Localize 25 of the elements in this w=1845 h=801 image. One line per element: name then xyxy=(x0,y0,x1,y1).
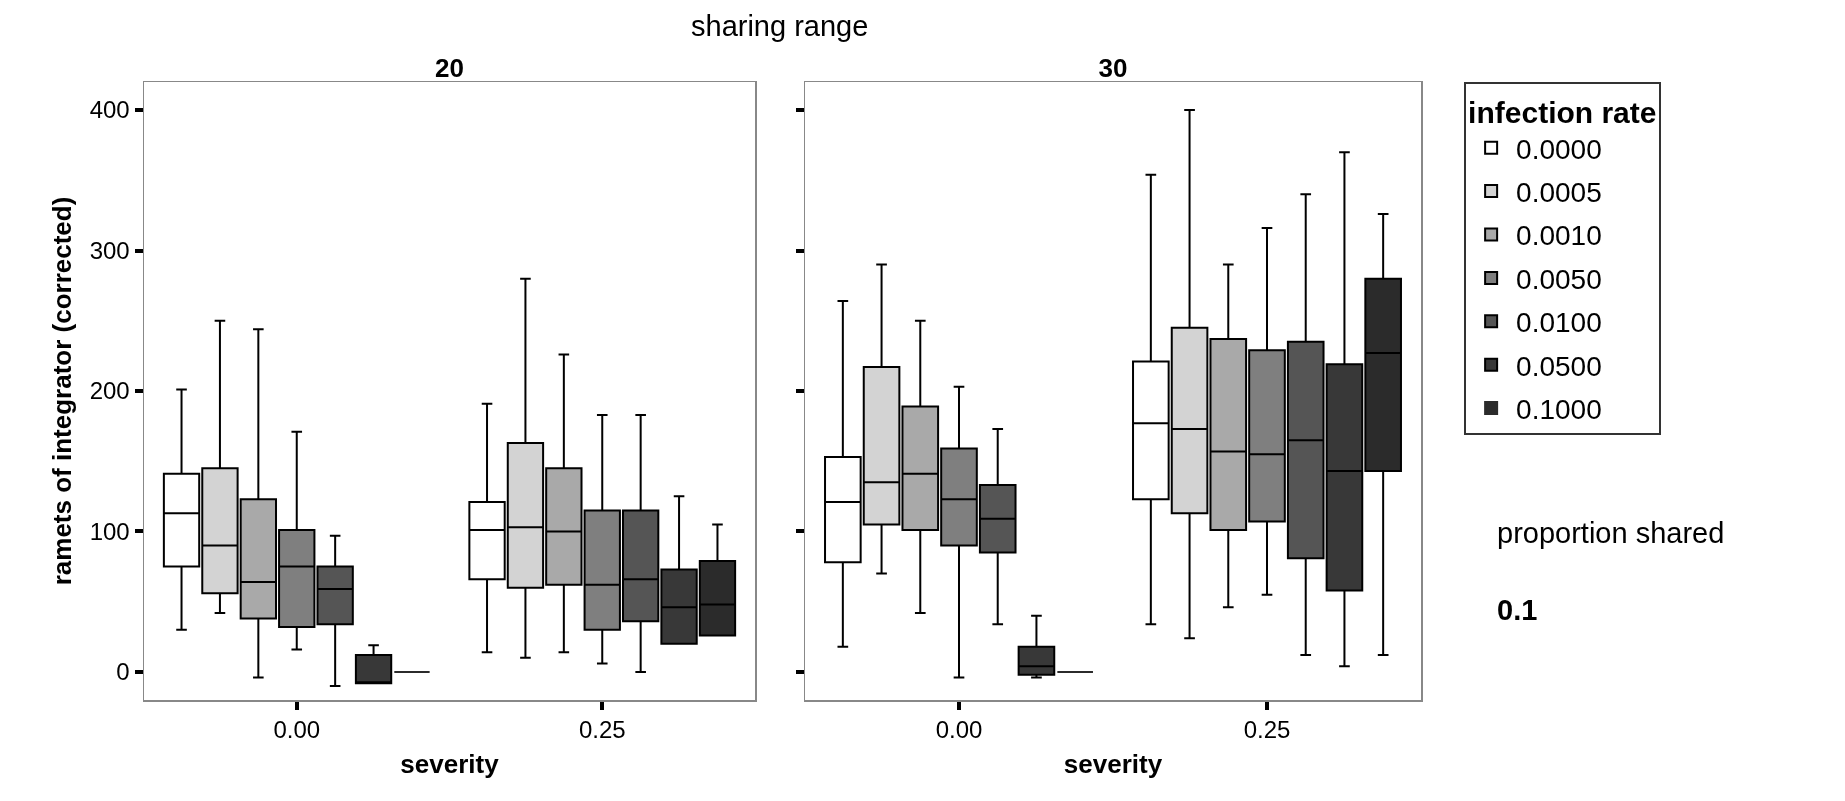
y-tick-label: 200 xyxy=(89,377,130,405)
text: 0.1 xyxy=(1497,594,1538,626)
legend-label: 0.1000 xyxy=(1516,394,1602,426)
chart-title: 30 xyxy=(1098,53,1128,84)
y-axis-title: ramets of integrator (corrected) xyxy=(47,196,78,586)
legend-label: 0.0005 xyxy=(1516,177,1602,209)
y-tick-label: 300 xyxy=(89,236,130,264)
chart-title: 20 xyxy=(435,53,464,84)
x-tick-label: 0.25 xyxy=(1243,716,1291,744)
text: proportion shared xyxy=(1497,517,1725,549)
legend-label: 0.0050 xyxy=(1516,263,1602,295)
x-tick-label: 0.25 xyxy=(578,716,626,744)
y-tick-label: 0 xyxy=(116,658,130,686)
legend-label: 0.0100 xyxy=(1516,307,1602,339)
text: sharing range xyxy=(691,10,869,42)
x-tick-label: 0.00 xyxy=(935,716,983,744)
y-tick-label: 400 xyxy=(89,96,130,124)
x-tick-label: 0.00 xyxy=(273,716,321,744)
x-axis-title: severity xyxy=(400,748,500,779)
legend-label: 0.0500 xyxy=(1516,350,1602,382)
legend-label: 0.0010 xyxy=(1516,220,1602,252)
y-tick-label: 100 xyxy=(89,517,130,545)
x-axis-title: severity xyxy=(1063,748,1163,779)
legend-label: 0.0000 xyxy=(1516,133,1602,165)
legend-title: infection rate xyxy=(1468,96,1657,129)
